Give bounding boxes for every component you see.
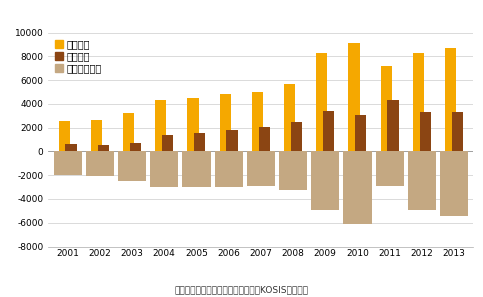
- Bar: [98, 145, 109, 151]
- Bar: [445, 48, 456, 151]
- Bar: [86, 151, 114, 176]
- Bar: [187, 98, 199, 151]
- Bar: [65, 144, 77, 151]
- Bar: [247, 151, 275, 186]
- Bar: [123, 113, 134, 151]
- Text: 韓国の技術貿易収支（単位：百万ドル）: 韓国の技術貿易収支（単位：百万ドル）: [174, 10, 309, 23]
- Bar: [376, 151, 404, 186]
- Bar: [452, 112, 463, 151]
- Bar: [220, 94, 231, 151]
- Bar: [118, 151, 146, 181]
- Bar: [91, 120, 102, 151]
- Bar: [355, 115, 367, 151]
- Bar: [227, 130, 238, 151]
- Bar: [150, 151, 178, 187]
- Bar: [194, 133, 205, 151]
- Bar: [258, 127, 270, 151]
- Bar: [162, 135, 173, 151]
- Bar: [130, 143, 141, 151]
- Bar: [420, 112, 431, 151]
- Bar: [343, 151, 371, 224]
- Bar: [291, 122, 302, 151]
- Bar: [252, 92, 263, 151]
- Bar: [316, 53, 327, 151]
- Text: 出典：韓国統計庁国家統計ポータルKOSISより作成: 出典：韓国統計庁国家統計ポータルKOSISより作成: [174, 285, 309, 294]
- Legend: 技術輸入, 技術輸出, 技術貿易収支: 技術輸入, 技術輸出, 技術貿易収支: [53, 37, 104, 75]
- Bar: [58, 121, 70, 151]
- Bar: [311, 151, 339, 210]
- Bar: [214, 151, 242, 187]
- Bar: [54, 151, 82, 175]
- Bar: [408, 151, 436, 210]
- Bar: [155, 100, 167, 151]
- Bar: [387, 100, 398, 151]
- Bar: [348, 43, 360, 151]
- Bar: [440, 151, 468, 216]
- Bar: [279, 151, 307, 190]
- Bar: [381, 66, 392, 151]
- Bar: [284, 84, 295, 151]
- Bar: [323, 111, 334, 151]
- Bar: [413, 53, 424, 151]
- Bar: [183, 151, 211, 187]
